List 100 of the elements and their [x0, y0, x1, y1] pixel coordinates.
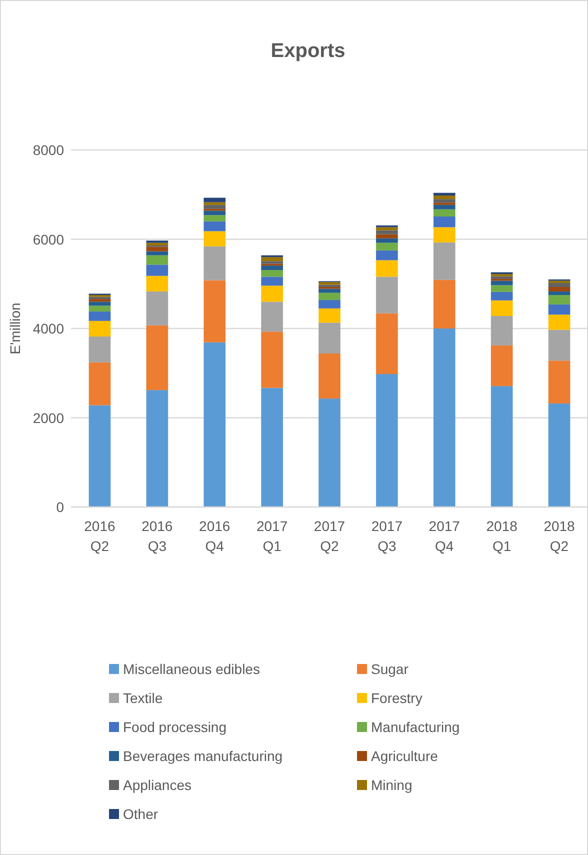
- bar: [261, 286, 283, 302]
- legend-label: Mining: [371, 777, 412, 793]
- x-tick-label: 2016 Q3: [142, 518, 173, 554]
- bar: [261, 302, 283, 332]
- x-tick-label: 2017 Q1: [256, 518, 288, 554]
- bar: [88, 302, 111, 306]
- bar: [490, 292, 513, 300]
- chart-title: Exports: [270, 40, 346, 62]
- bar: [261, 388, 283, 507]
- bar: [318, 288, 340, 293]
- legend-label: Appliances: [123, 777, 192, 793]
- bar: [433, 280, 456, 328]
- bar: [318, 308, 340, 323]
- bar: [376, 230, 398, 234]
- legend-label: Beverages manufacturing: [123, 748, 283, 764]
- bar: [376, 238, 398, 243]
- bar: [204, 280, 226, 342]
- bar: [146, 255, 168, 265]
- bar: [548, 403, 570, 507]
- bar: [490, 285, 513, 292]
- x-tick-label: 2016 Q4: [199, 518, 230, 554]
- legend-label: Other: [123, 806, 158, 822]
- bar: [88, 336, 111, 362]
- y-tick-label: 2000: [32, 410, 64, 426]
- bar: [490, 316, 513, 346]
- bar: [146, 291, 168, 326]
- bar: [204, 215, 226, 222]
- bar: [318, 322, 340, 354]
- bar: [204, 246, 226, 280]
- bar: [433, 192, 456, 196]
- bar: [204, 204, 226, 209]
- y-tick-label: 4000: [32, 320, 64, 336]
- bar: [433, 242, 456, 280]
- bar: [88, 299, 111, 302]
- bar: [490, 276, 513, 279]
- bar: [433, 199, 456, 203]
- bar: [433, 227, 456, 242]
- bar: [376, 250, 398, 260]
- bar: [204, 210, 226, 216]
- bar: [376, 313, 398, 374]
- bar: [146, 251, 168, 256]
- bar: [433, 328, 456, 507]
- x-tick-label: 2017 Q3: [371, 518, 403, 554]
- x-tick-label: 2017 Q2: [314, 518, 346, 554]
- x-tick-label: 2016 Q2: [84, 518, 116, 554]
- bar: [88, 306, 111, 312]
- bar: [146, 242, 168, 246]
- bar: [548, 304, 570, 315]
- bar: [318, 282, 340, 285]
- bar: [204, 342, 226, 507]
- bar: [548, 314, 570, 330]
- bar: [376, 276, 398, 314]
- bar: [490, 386, 513, 507]
- bar: [548, 287, 570, 292]
- legend-label: Manufacturing: [371, 719, 460, 735]
- bar: [376, 260, 398, 277]
- bar: [261, 270, 283, 277]
- bar: [261, 261, 283, 264]
- bar: [88, 362, 111, 406]
- bar: [548, 360, 570, 404]
- bar: [146, 390, 168, 507]
- bar: [88, 312, 111, 321]
- bar: [548, 282, 570, 287]
- bar: [548, 291, 570, 296]
- y-tick-label: 6000: [32, 231, 64, 248]
- bar: [88, 405, 111, 507]
- legend-label: Agriculture: [371, 748, 438, 764]
- bar: [433, 216, 456, 228]
- bar: [376, 227, 398, 230]
- bar: [376, 374, 398, 507]
- bar: [204, 231, 226, 246]
- bar: [146, 325, 168, 390]
- y-tick-label: 8000: [32, 142, 64, 158]
- x-tick-label: 2017 Q4: [428, 518, 460, 554]
- bar: [548, 330, 570, 361]
- bar: [433, 204, 456, 210]
- bar: [318, 398, 340, 507]
- bar: [261, 257, 283, 262]
- y-axis-title: E'million: [7, 302, 23, 354]
- x-tick-label: 2018 Q2: [544, 518, 576, 554]
- bar: [146, 264, 168, 276]
- bar: [376, 234, 398, 238]
- bar: [261, 266, 283, 270]
- bar: [490, 300, 513, 316]
- bar: [433, 209, 456, 216]
- legend-label: Sugar: [371, 661, 409, 677]
- bar: [146, 276, 168, 292]
- bar: [376, 242, 398, 250]
- bar: [318, 292, 340, 300]
- bar: [433, 196, 456, 200]
- bar: [490, 345, 513, 386]
- legend-label: Textile: [123, 690, 163, 706]
- bar: [88, 320, 111, 337]
- bar: [146, 246, 168, 252]
- bar: [204, 221, 226, 232]
- legend-label: Miscellaneous edibles: [123, 661, 260, 677]
- bar: [261, 276, 283, 286]
- bar: [204, 202, 226, 205]
- legend-label: Forestry: [371, 690, 422, 706]
- bar: [318, 300, 340, 308]
